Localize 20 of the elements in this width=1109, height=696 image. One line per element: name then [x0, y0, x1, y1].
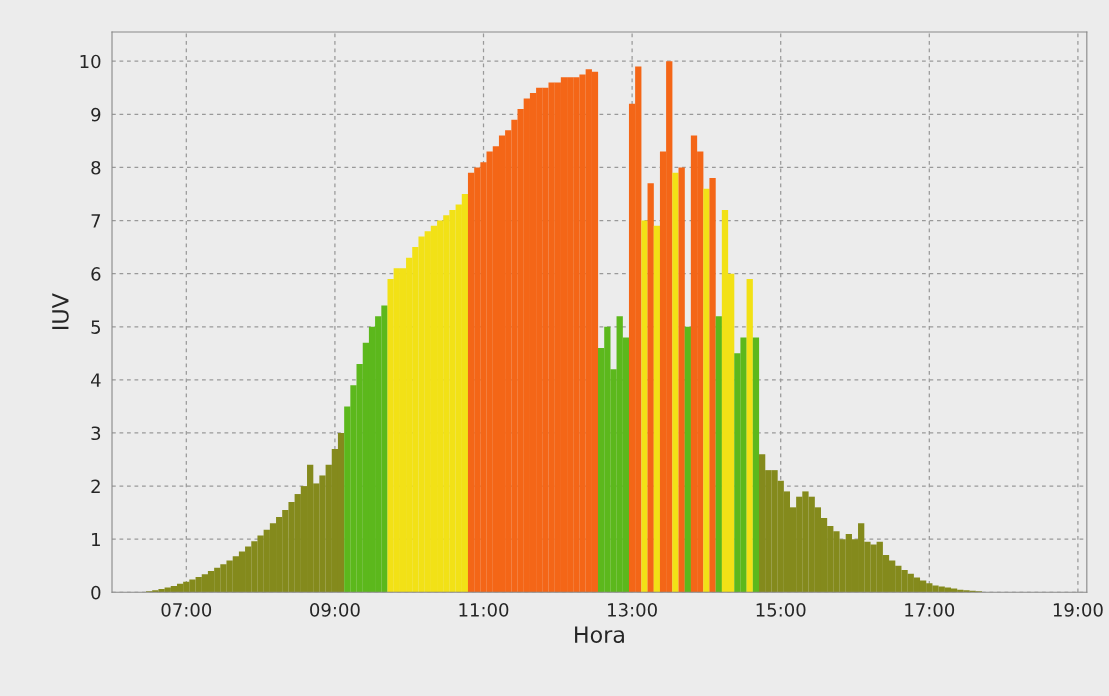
y-tick-label: 5 [91, 320, 101, 334]
x-tick-label: 17:00 [905, 603, 955, 617]
y-tick-label: 0 [91, 585, 101, 600]
x-tick-label: 19:00 [1053, 603, 1103, 617]
y-tick-label: 1 [92, 532, 100, 547]
y-tick-label: 8 [91, 160, 101, 175]
x-axis-title: Hora [575, 626, 624, 643]
y-tick-label: 4 [90, 373, 101, 387]
y-tick-label: 6 [91, 267, 101, 281]
x-tick-label: 15:00 [756, 603, 806, 617]
y-tick-label: 10 [80, 54, 101, 69]
y-axis-title: IUV [52, 293, 69, 329]
x-tick-label: 11:00 [459, 603, 509, 617]
y-tick-label: 3 [91, 426, 101, 441]
x-tick-label: 07:00 [161, 603, 212, 617]
y-tick-label: 7 [91, 214, 101, 228]
y-tick-label: 9 [91, 107, 101, 122]
x-tick-label: 09:00 [310, 603, 360, 617]
y-tick-label: 2 [91, 479, 100, 493]
x-tick-label: 13:00 [608, 603, 657, 617]
